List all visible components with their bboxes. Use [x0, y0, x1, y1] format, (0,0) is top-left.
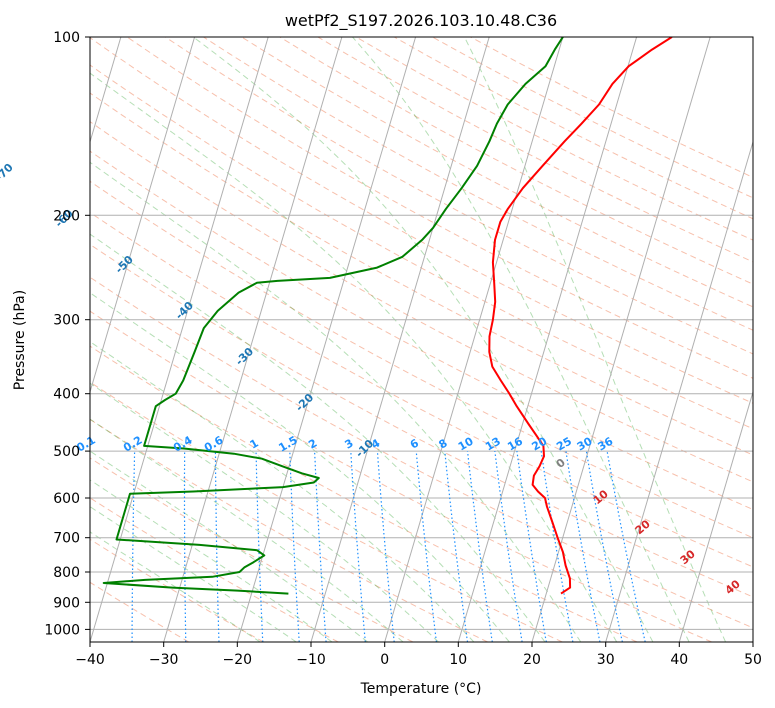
- mixing-ratio-line: [516, 451, 547, 642]
- isotherm-line: [531, 37, 711, 642]
- dry-adiabat-line: [90, 243, 753, 598]
- dry-adiabat-line: [90, 345, 638, 642]
- y-tick-label: 500: [53, 444, 80, 460]
- mixing-ratio-line: [494, 451, 523, 642]
- y-tick-label: 900: [53, 595, 80, 611]
- x-tick-label: −40: [75, 652, 105, 668]
- moist-adiabat-line: [90, 341, 475, 642]
- x-tick-label: 0: [380, 652, 389, 668]
- mixing-ratio-line: [466, 451, 493, 642]
- mixing-ratio-line: [376, 451, 395, 642]
- dry-adiabat-line: [90, 497, 339, 642]
- mixing-ratio-line: [606, 450, 646, 642]
- isotherm-line: [90, 37, 122, 144]
- y-axis-label: Pressure (hPa): [12, 290, 28, 390]
- x-tick-label: −30: [149, 652, 179, 668]
- background-lines: [90, 37, 753, 642]
- x-tick-label: −10: [296, 652, 326, 668]
- moist-adiabat-line: [90, 233, 546, 642]
- isotherm-line: [90, 37, 196, 394]
- y-tick-label: 700: [53, 531, 80, 547]
- dry-adiabat-line: [90, 64, 753, 430]
- plot-frame: [89, 36, 754, 643]
- moist-adiabat-line: [90, 479, 333, 642]
- y-tick-label: 100: [53, 30, 80, 46]
- y-tick-label: 200: [53, 208, 80, 224]
- x-tick-label: 30: [597, 652, 615, 668]
- isotherm-line: [236, 37, 417, 642]
- isotherm-line: [90, 37, 269, 642]
- dry-adiabat-line: [90, 37, 753, 404]
- temperature-line: [488, 37, 673, 595]
- x-tick-label: 10: [449, 652, 467, 668]
- mixing-ratio-line: [415, 451, 437, 642]
- dry-adiabat-line: [165, 37, 753, 355]
- moist-adiabat-line: [90, 72, 618, 642]
- dry-adiabat-line: [90, 381, 563, 642]
- y-axis: 100 200 300 400 500 600 700 800 900 1000: [44, 30, 90, 638]
- isotherm-line: [163, 37, 343, 642]
- series-lines: [102, 37, 673, 642]
- isotherm-line: [384, 37, 564, 642]
- isotherm-line: [605, 140, 753, 642]
- moist-adiabat-line: [90, 450, 369, 642]
- dewpoint-line: [102, 37, 564, 595]
- dry-adiabat-line: [90, 92, 753, 456]
- dry-adiabat-line: [90, 121, 753, 483]
- moist-adiabat-line: [90, 292, 510, 642]
- x-axis: −40 −30 −20 −10 0 10 20 30 40 50: [75, 642, 762, 668]
- y-tick-label: 400: [53, 387, 80, 403]
- mixing-ratio-line: [565, 451, 601, 642]
- isotherm-line: [678, 390, 753, 642]
- moist-adiabat-line: [90, 418, 404, 642]
- isotherm-line: [457, 37, 638, 642]
- moist-adiabat-line: [352, 37, 690, 642]
- mixing-ratio-line: [585, 451, 623, 642]
- dry-adiabat-line: [90, 211, 753, 568]
- x-axis-label: Temperature (°C): [360, 681, 482, 697]
- grid-lines: [90, 37, 753, 642]
- x-tick-label: 50: [744, 652, 762, 668]
- x-tick-label: −20: [223, 652, 253, 668]
- dry-adiabat-line: [90, 276, 753, 629]
- dry-adiabat-line: [90, 310, 712, 642]
- mixing-ratio-line: [444, 451, 469, 642]
- y-tick-label: 1000: [44, 622, 80, 638]
- chart-title: wetPf2_S197.2026.103.10.48.C36: [285, 11, 557, 31]
- dry-adiabat-line: [90, 457, 414, 642]
- dry-adiabat-line: [126, 37, 753, 379]
- y-tick-label: 600: [53, 491, 80, 507]
- y-tick-label: 800: [53, 565, 80, 581]
- x-tick-label: 40: [670, 652, 688, 668]
- moist-adiabat-line: [464, 37, 727, 642]
- mixing-ratio-line: [350, 451, 366, 642]
- isotherm-line: [310, 37, 490, 642]
- y-tick-label: 300: [53, 313, 80, 329]
- moist-adiabat-line: [90, 161, 582, 642]
- x-tick-label: 20: [523, 652, 541, 668]
- moist-adiabat-line: [192, 37, 654, 642]
